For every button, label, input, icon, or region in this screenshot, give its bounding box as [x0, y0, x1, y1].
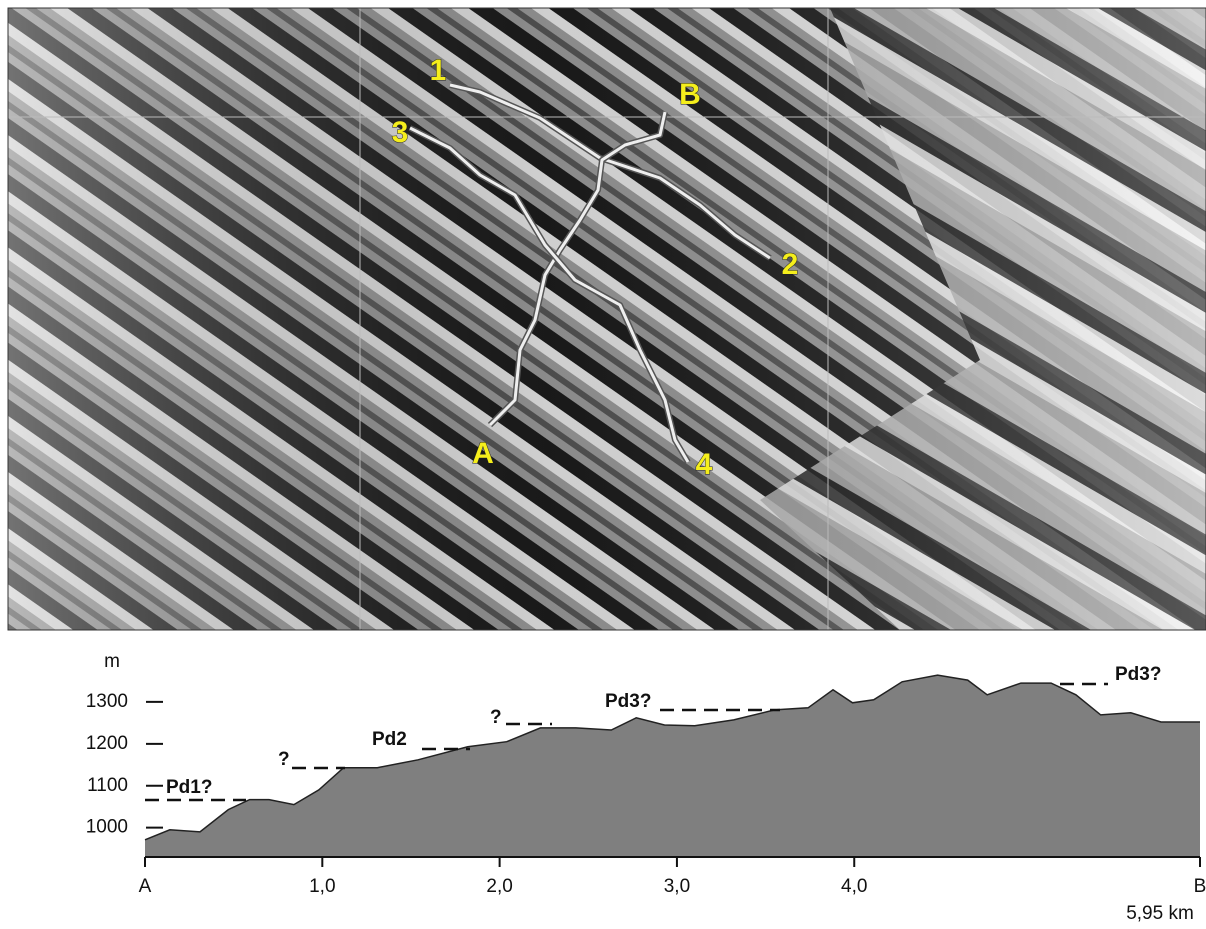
annotation: Pd2 — [372, 729, 407, 750]
relief-map: 1 2 3 4 A B — [0, 0, 1206, 632]
elevation-profile: m 5,95 km 1000 1100 1200 1300 A 1,0 2,0 3,0 4,0 B… — [0, 632, 1206, 929]
map-label: 3 — [392, 116, 409, 149]
y-tick-label: 1100 — [87, 775, 128, 796]
annotation: ? — [278, 749, 290, 770]
x-tick-label: 3,0 — [664, 876, 690, 897]
map-label: B — [679, 78, 701, 111]
figure: 1 2 3 4 A B m 5,95 km 1000110012001300A1… — [0, 0, 1206, 929]
annotation: Pd1? — [166, 777, 212, 798]
annotation: ? — [490, 707, 502, 728]
y-tick-label: 1000 — [86, 817, 128, 838]
map-label: A — [472, 437, 494, 470]
map-label: 1 — [430, 54, 447, 87]
map-label: 4 — [696, 448, 713, 481]
profile-area — [145, 675, 1200, 857]
shade-overlay — [8, 8, 1206, 630]
map-label: 2 — [782, 248, 799, 281]
y-axis-label: m — [104, 651, 120, 672]
x-end-label: 5,95 km — [1126, 903, 1194, 924]
x-tick-label: 4,0 — [841, 876, 867, 897]
y-tick-label: 1300 — [86, 691, 128, 712]
y-tick-label: 1200 — [86, 733, 128, 754]
x-tick-label: 2,0 — [486, 876, 512, 897]
x-tick-label: B — [1194, 876, 1206, 897]
x-tick-label: 1,0 — [309, 876, 335, 897]
annotation: Pd3? — [1115, 664, 1161, 685]
annotation: Pd3? — [605, 691, 651, 712]
x-tick-label: A — [139, 876, 152, 897]
